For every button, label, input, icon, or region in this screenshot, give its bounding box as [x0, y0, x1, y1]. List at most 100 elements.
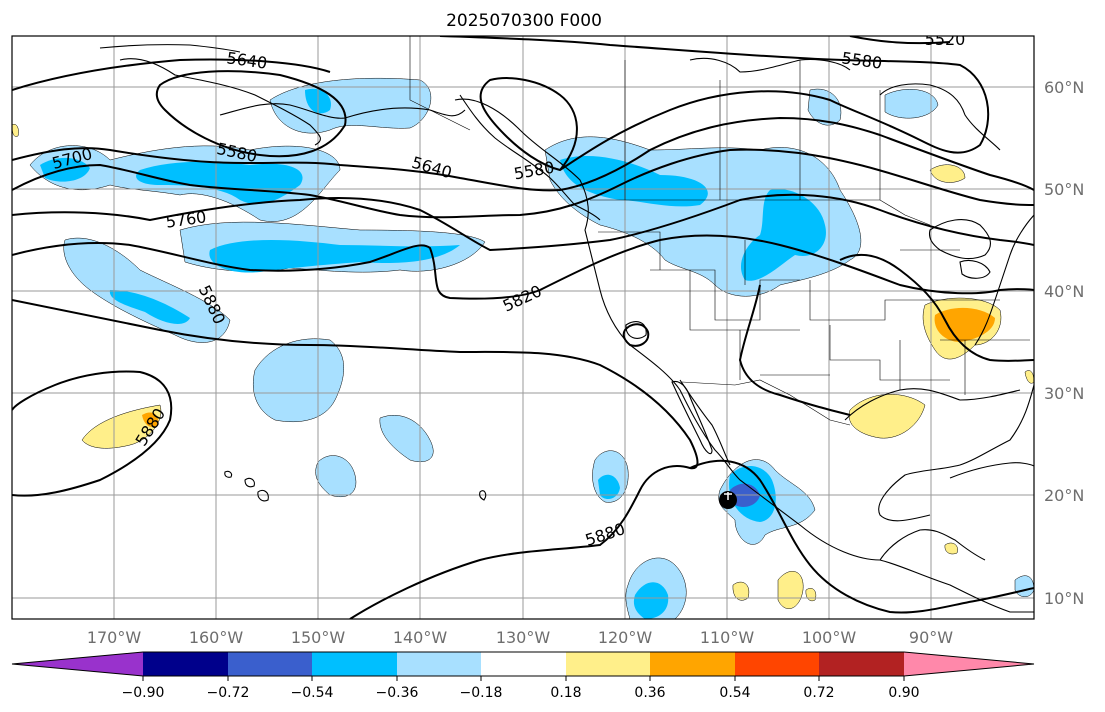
colorbar: −0.90 −0.72 −0.54 −0.36 −0.18 0.18 0.36 …	[11, 651, 1035, 701]
us-mexico-border	[681, 379, 851, 426]
cuba	[949, 462, 1034, 479]
pos-region-yucatan	[944, 542, 958, 555]
channel-island	[625, 321, 647, 339]
contour-5880-gulf	[738, 284, 851, 416]
central-america	[879, 529, 986, 561]
colorbar-segment	[481, 652, 566, 676]
contour-5880-ca	[622, 323, 650, 347]
coastlines	[99, 44, 1034, 613]
colorbar-ticks	[142, 676, 905, 681]
pos-region-ep-south-1	[777, 571, 804, 609]
colorbar-segment	[228, 652, 312, 676]
pos-core-southeast-us	[934, 307, 995, 342]
contour-5700	[12, 148, 1034, 219]
lon-tick-label: 160°W	[189, 628, 244, 647]
colorbar-segment	[566, 652, 650, 676]
hawaii-3	[224, 470, 233, 478]
colorbar-tick-label: −0.18	[460, 685, 503, 701]
lon-tick-label: 150°W	[291, 628, 346, 647]
gulf-coast	[878, 384, 1034, 522]
colorbar-segment-max	[904, 652, 1034, 676]
alaska-panhandle	[459, 94, 601, 221]
neg-region-subtropic	[252, 338, 344, 423]
height-contours	[12, 36, 1034, 619]
colorbar-tick-label: −0.72	[207, 685, 250, 701]
lon-tick-label: 170°W	[87, 628, 142, 647]
us-states-west	[598, 231, 950, 381]
colorbar-tick-label: 0.18	[550, 685, 581, 701]
neg-core-2	[136, 161, 303, 205]
neg-core-3	[109, 290, 190, 324]
neg-region-west-pacific	[63, 237, 231, 343]
colorbar-segment	[735, 652, 819, 676]
neg-core-1	[209, 240, 460, 273]
colorbar-segment-min	[12, 652, 143, 676]
pos-region-canada	[929, 164, 966, 183]
contour-5880-ne-loop	[839, 253, 1034, 362]
lat-tick-label: 20°N	[1044, 486, 1084, 505]
north-america-coast	[454, 98, 1034, 613]
contour-5880-main	[12, 299, 699, 619]
colorbar-tick-label: −0.36	[376, 685, 419, 701]
colorbar-tick-label: −0.90	[122, 685, 165, 701]
latitude-labels: 60°N 50°N 40°N 30°N 20°N 10°N	[1044, 78, 1084, 608]
contour-5520	[849, 36, 951, 45]
shaded-field-layer	[12, 77, 1034, 619]
contour-5580-w	[155, 70, 347, 158]
neg-core-9	[598, 474, 620, 500]
hawaii-1	[244, 477, 255, 488]
contour-5880-east	[689, 459, 1034, 614]
contour-5580-ne	[439, 36, 990, 172]
hawaii-2	[257, 489, 269, 502]
island-chain	[479, 490, 487, 501]
figure-title: 2025070300 F000	[446, 11, 602, 31]
neg-core-8	[633, 582, 669, 619]
lat-tick-label: 10°N	[1044, 589, 1084, 608]
lon-tick-label: 110°W	[700, 628, 755, 647]
contour-label: 5520	[925, 30, 966, 49]
lon-tick-label: 100°W	[802, 628, 857, 647]
colorbar-tick-label: 0.36	[634, 685, 665, 701]
us-states-east	[899, 249, 1030, 395]
map-panel: 5640 5580 5700 5580 5640 5580 5520 5760 …	[12, 30, 1034, 619]
colorbar-tick-label: 0.54	[719, 685, 750, 701]
contour-5760	[12, 193, 1034, 252]
contour-5640	[12, 58, 1034, 192]
canada-arctic	[689, 57, 851, 73]
hudson-bay	[879, 83, 1001, 151]
alaska-north	[99, 44, 241, 53]
great-lakes-2	[959, 259, 991, 279]
colorbar-segment	[312, 652, 397, 676]
lon-tick-label: 130°W	[496, 628, 551, 647]
neg-region-caribbean	[1014, 575, 1034, 597]
lat-tick-label: 50°N	[1044, 180, 1084, 199]
pos-region-florida	[1024, 370, 1034, 384]
lon-tick-label: 120°W	[598, 628, 653, 647]
gulf-north-coast	[844, 388, 1021, 421]
colorbar-tick-label: 0.72	[803, 685, 834, 701]
map-frame	[11, 35, 1035, 620]
tropical-cyclone-marker	[719, 491, 737, 509]
great-lakes	[928, 219, 991, 260]
colorbar-segment	[143, 652, 228, 676]
neg-core-4	[560, 155, 708, 207]
neg-core-5	[740, 189, 826, 281]
lon-tick-label: 140°W	[393, 628, 448, 647]
baja-california	[671, 380, 713, 455]
cyclone-tail-icon	[724, 492, 732, 500]
lat-tick-label: 30°N	[1044, 384, 1084, 403]
colorbar-segment	[650, 652, 735, 676]
colorbar-segment	[397, 652, 481, 676]
neg-region-small-blob	[315, 455, 357, 498]
lon-tick-label: 90°W	[909, 628, 953, 647]
neg-region-hudson	[884, 89, 939, 119]
alaska-coast	[119, 58, 321, 146]
alaska-canada-border	[409, 36, 471, 131]
pos-core-central-pacific	[142, 412, 159, 428]
contour-5880-west	[12, 370, 173, 497]
lat-tick-label: 60°N	[1044, 78, 1084, 97]
colorbar-tick-label: −0.54	[291, 685, 334, 701]
contour-5820	[12, 234, 1034, 300]
neg-region-northern-plains	[807, 88, 842, 126]
